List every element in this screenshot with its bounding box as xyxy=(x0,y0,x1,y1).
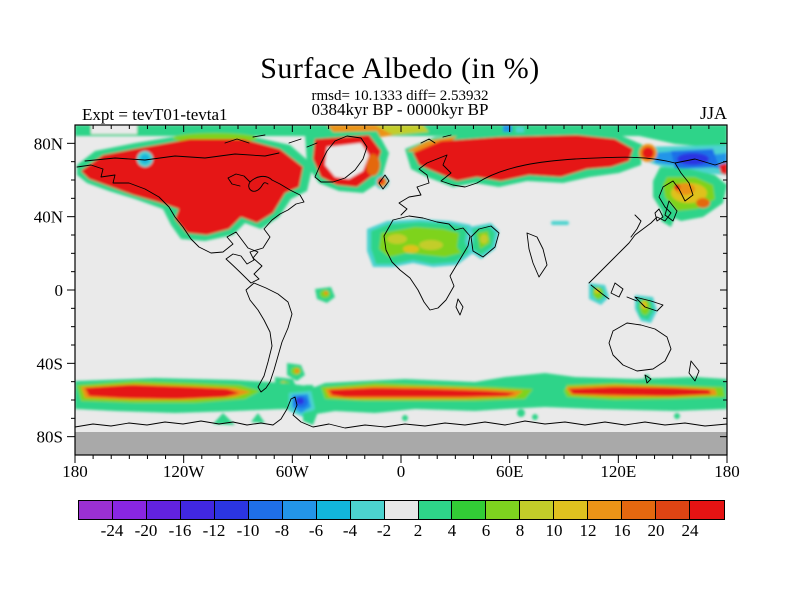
colorbar-segment-6 xyxy=(282,501,317,519)
colorbar-label: 20 xyxy=(647,521,665,540)
y-tick-label: 40N xyxy=(34,208,63,227)
y-tick-label: 40S xyxy=(37,354,63,373)
x-tick-label: 60E xyxy=(496,462,523,481)
y-tick-label: 80S xyxy=(37,428,63,447)
antarctica-nodata-band xyxy=(75,432,727,455)
colorbar-labels: -24 -20 -16 -12 -10 -8 -6 -4 -2 2 4 6 8 10 12 16 20 24 xyxy=(78,521,725,543)
colorbar-segment-0 xyxy=(79,501,113,519)
x-tick-label: 120E xyxy=(600,462,636,481)
colorbar-label: 8 xyxy=(515,521,525,540)
colorbar-label: 10 xyxy=(545,521,563,540)
colorbar-segment-1 xyxy=(112,501,147,519)
y-tick-label: 80N xyxy=(34,134,63,153)
colorbar-label: -2 xyxy=(376,521,392,540)
colorbar-segment-7 xyxy=(316,501,351,519)
colorbar-label: -20 xyxy=(134,521,158,540)
colorbar-segment-13 xyxy=(520,501,555,519)
colorbar-label: 16 xyxy=(613,521,631,540)
y-tick-label: 0 xyxy=(55,281,64,300)
colorbar-label: -10 xyxy=(236,521,260,540)
coastline-indonesia xyxy=(590,282,664,312)
colorbar-label: -16 xyxy=(168,521,192,540)
coastline-europe xyxy=(378,154,478,216)
colorbar-label: 12 xyxy=(579,521,597,540)
x-tick-label: 120W xyxy=(163,462,206,481)
colorbar-label: -24 xyxy=(100,521,124,540)
coastline-south-america xyxy=(245,282,293,393)
coastline-australia xyxy=(608,322,700,384)
colorbar-segment-17 xyxy=(656,501,691,519)
colorbar-segment-15 xyxy=(588,501,623,519)
x-tick-label: 60W xyxy=(276,462,310,481)
colorbar-label: 2 xyxy=(413,521,423,540)
stats-line: rmsd= 10.1333 diff= 2.53932 xyxy=(311,88,489,104)
colorbar-label: -4 xyxy=(342,521,358,540)
coastline-north-america xyxy=(76,152,305,284)
colorbar-segment-10 xyxy=(418,501,453,519)
coastline-greenland xyxy=(314,135,368,183)
colorbar-label: 24 xyxy=(681,521,699,540)
colorbar-segment-9 xyxy=(384,501,419,519)
x-tick-label: 180 xyxy=(62,462,88,481)
colorbar-segment-12 xyxy=(486,501,521,519)
colorbar-segment-2 xyxy=(146,501,181,519)
colorbar-segment-18 xyxy=(690,501,725,519)
colorbar-label: -8 xyxy=(274,521,290,540)
coastline-arctic-islands xyxy=(224,134,452,148)
colorbar-label: 4 xyxy=(447,521,457,540)
experiment-label: Expt = tevT01-tevta1 xyxy=(82,105,228,124)
colorbar-label: -12 xyxy=(202,521,226,540)
axes-layer: 180 120W 60W 0 60E 120E 180 80N 40N 0 40S 80S xyxy=(34,125,740,481)
colorbar-segment-11 xyxy=(452,501,487,519)
colorbar-label: 6 xyxy=(481,521,491,540)
colorbar-segment-16 xyxy=(622,501,657,519)
colorbar-segment-14 xyxy=(554,501,589,519)
coastline-layer xyxy=(74,134,728,429)
colorbar-label: -6 xyxy=(308,521,324,540)
x-tick-label: 0 xyxy=(397,462,406,481)
x-tick-label: 180 xyxy=(714,462,740,481)
colorbar-segment-3 xyxy=(180,501,215,519)
colorbar xyxy=(78,500,725,520)
colorbar-segment-8 xyxy=(350,501,385,519)
season-label: JJA xyxy=(699,103,727,123)
map-panel xyxy=(74,124,728,456)
coastline-africa xyxy=(383,215,471,316)
colorbar-segment-5 xyxy=(248,501,283,519)
page-title: Surface Albedo (in %) xyxy=(260,52,540,85)
coastline-antarctica xyxy=(74,396,728,429)
coastline-asia xyxy=(470,156,728,284)
period-line: 0384kyr BP - 0000kyr BP xyxy=(311,100,489,119)
colorbar-segment-4 xyxy=(214,501,249,519)
